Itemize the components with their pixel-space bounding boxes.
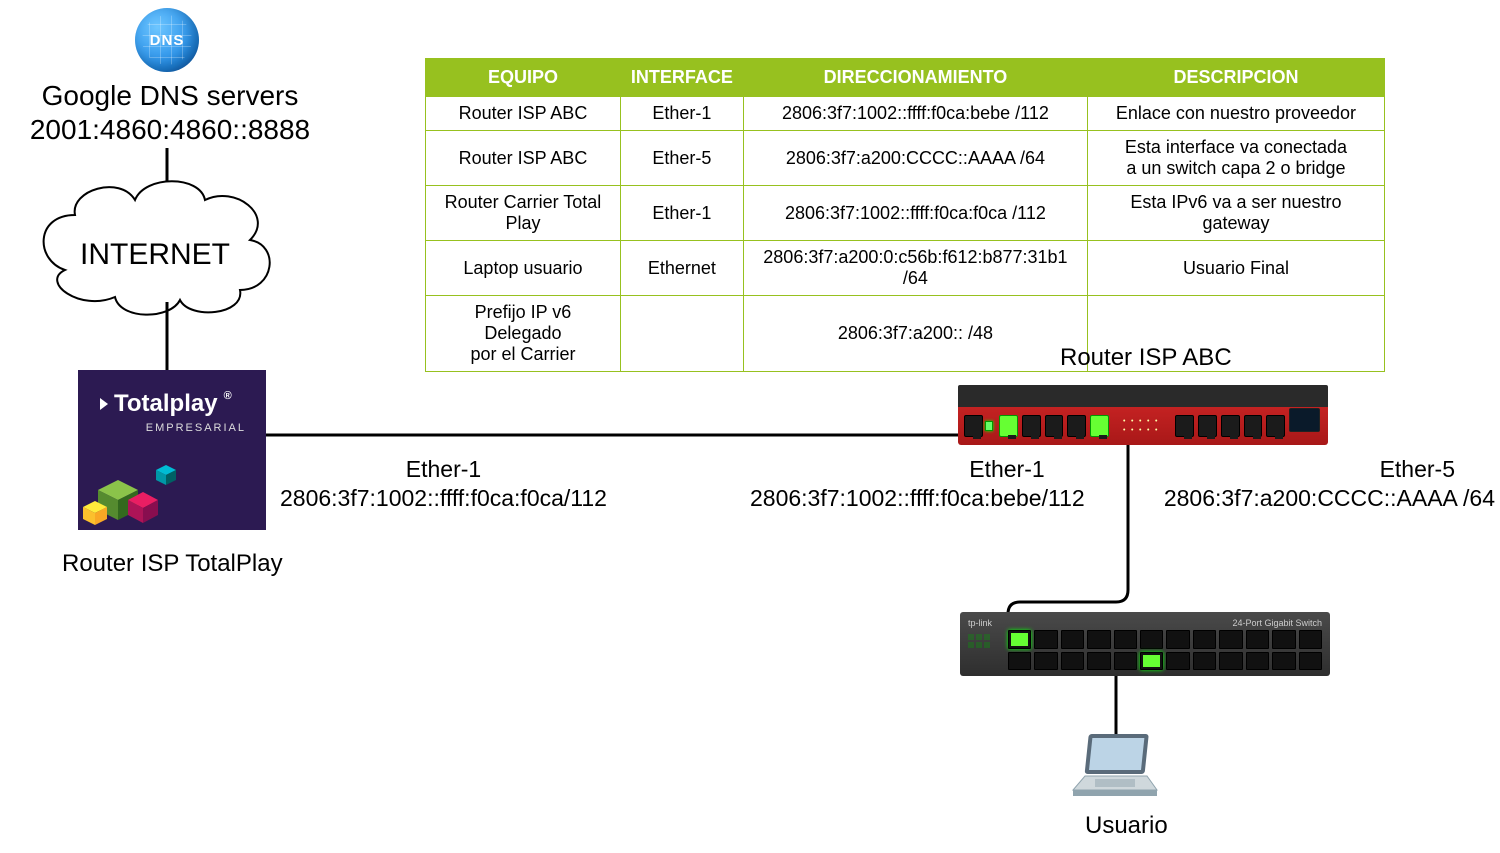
table-body: Router ISP ABCEther-12806:3f7:1002::ffff… [426, 97, 1385, 372]
internet-label: INTERNET [80, 238, 230, 272]
addressing-table: EQUIPO INTERFACE DIRECCIONAMIENTO DESCRI… [425, 58, 1385, 372]
ether1-left-name: Ether-1 [280, 455, 607, 484]
table-cell: 2806:3f7:a200:0:c56b:f612:b877:31b1 /64 [743, 241, 1087, 296]
ether5-name: Ether-5 [1145, 455, 1495, 484]
table-cell: Prefijo IP v6 Delegadopor el Carrier [426, 296, 621, 372]
table-cell: Ether-5 [620, 131, 743, 186]
totalplay-reg: ® [224, 390, 232, 402]
table-cell: 2806:3f7:1002::ffff:f0ca:f0ca /112 [743, 186, 1087, 241]
totalplay-label: Router ISP TotalPlay [62, 550, 283, 578]
switch-brand-right: 24-Port Gigabit Switch [1232, 618, 1322, 628]
table-row: Prefijo IP v6 Delegadopor el Carrier 2806… [426, 296, 1385, 372]
table-cell: Router Carrier Total Play [426, 186, 621, 241]
table-cell: Ether-1 [620, 186, 743, 241]
ether1-left-label: Ether-1 2806:3f7:1002::ffff:f0ca:f0ca/11… [280, 455, 607, 513]
dns-globe-label: DNS [150, 32, 185, 49]
router-abc-device-icon: ••••• ••••• [958, 385, 1328, 445]
table-cell: 2806:3f7:a200:: /48 [743, 296, 1087, 372]
table-row: Laptop usuarioEthernet2806:3f7:a200:0:c5… [426, 241, 1385, 296]
ether1-right-label: Ether-1 2806:3f7:1002::ffff:f0ca:bebe/11… [750, 455, 1085, 513]
table-cell: Esta IPv6 va a ser nuestro gateway [1087, 186, 1384, 241]
col-interface: INTERFACE [620, 59, 743, 97]
ether1-right-name: Ether-1 [750, 455, 1085, 484]
col-descripcion: DESCRIPCION [1087, 59, 1384, 97]
table-cell [620, 296, 743, 372]
table-cell: Router ISP ABC [426, 131, 621, 186]
dns-globe-icon: DNS [135, 8, 199, 72]
table-row: Router ISP ABCEther-12806:3f7:1002::ffff… [426, 97, 1385, 131]
table-cell: 2806:3f7:1002::ffff:f0ca:bebe /112 [743, 97, 1087, 131]
laptop-icon [1067, 732, 1163, 802]
switch-brand-left: tp-link [968, 618, 992, 628]
router-abc-label: Router ISP ABC [1060, 344, 1232, 372]
table-cell: 2806:3f7:a200:CCCC::AAAA /64 [743, 131, 1087, 186]
table-cell: Ether-1 [620, 97, 743, 131]
table-cell: Router ISP ABC [426, 97, 621, 131]
dns-title: Google DNS servers [0, 80, 340, 112]
ether5-addr: 2806:3f7:a200:CCCC::AAAA /64 [1145, 484, 1495, 513]
usuario-label: Usuario [1085, 812, 1168, 840]
table-cell: Laptop usuario [426, 241, 621, 296]
table-cell: Esta interface va conectadaa un switch c… [1087, 131, 1384, 186]
col-direccionamiento: DIRECCIONAMIENTO [743, 59, 1087, 97]
table-cell: Usuario Final [1087, 241, 1384, 296]
col-equipo: EQUIPO [426, 59, 621, 97]
totalplay-sub: EMPRESARIAL [146, 422, 246, 434]
dns-address: 2001:4860:4860::8888 [0, 114, 340, 146]
table-cell: Ethernet [620, 241, 743, 296]
ether1-right-addr: 2806:3f7:1002::ffff:f0ca:bebe/112 [750, 484, 1085, 513]
switch-device-icon: tp-link 24-Port Gigabit Switch [960, 612, 1330, 676]
totalplay-brand: Totalplay ® [100, 390, 232, 418]
totalplay-art-icon [78, 450, 198, 530]
play-icon [100, 398, 108, 410]
totalplay-router-icon: Totalplay ® EMPRESARIAL [78, 370, 266, 530]
switch-ports [1008, 630, 1322, 670]
ether1-left-addr: 2806:3f7:1002::ffff:f0ca:f0ca/112 [280, 484, 607, 513]
table-row: Router ISP ABCEther-52806:3f7:a200:CCCC:… [426, 131, 1385, 186]
ether5-label: Ether-5 2806:3f7:a200:CCCC::AAAA /64 [1145, 455, 1495, 513]
totalplay-brand-text: Totalplay [114, 390, 218, 418]
table-row: Router Carrier Total PlayEther-12806:3f7… [426, 186, 1385, 241]
table-cell: Enlace con nuestro proveedor [1087, 97, 1384, 131]
